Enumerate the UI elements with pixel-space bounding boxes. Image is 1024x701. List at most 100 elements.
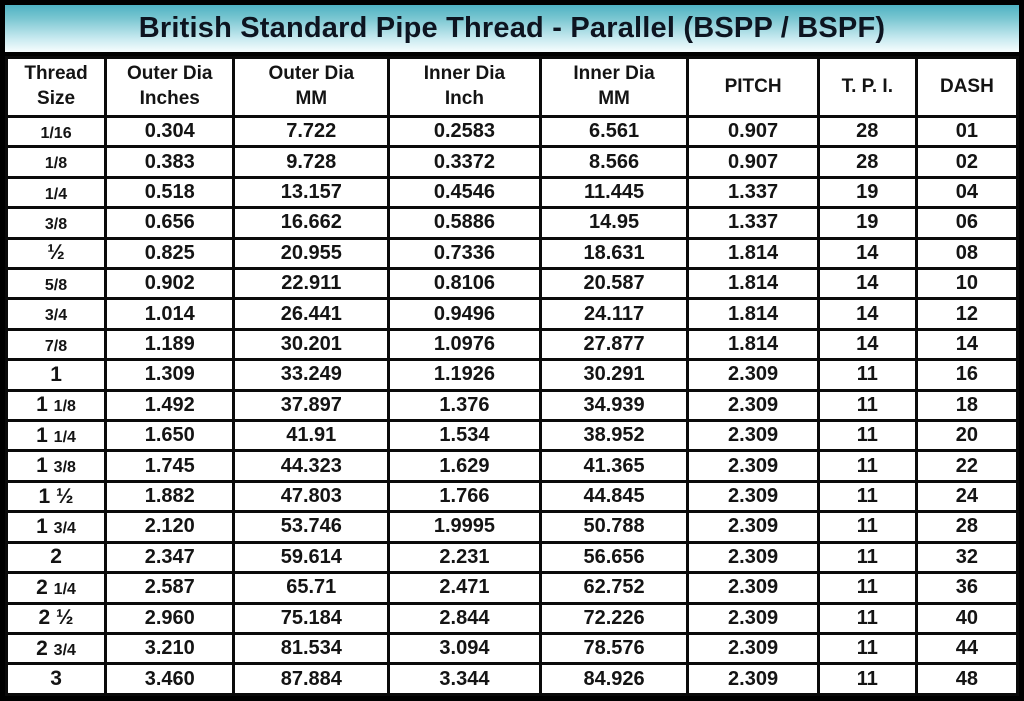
value-cell: 27.877 bbox=[538, 327, 690, 362]
value-cell: 0.825 bbox=[104, 236, 236, 271]
column-header: Outer Dia MM bbox=[232, 56, 391, 118]
value-cell: 20.955 bbox=[232, 236, 391, 271]
fraction-text: 1/4 bbox=[53, 428, 76, 446]
thread-size-cell: 3/8 bbox=[4, 206, 108, 240]
value-cell: 30.291 bbox=[538, 358, 690, 392]
value-cell: 1.629 bbox=[387, 449, 542, 483]
thread-size-cell: 2 3/4 bbox=[4, 631, 108, 666]
whole-number-text: 1 bbox=[38, 484, 51, 508]
value-cell: 1.814 bbox=[686, 327, 820, 362]
fraction-text: 3/8 bbox=[53, 459, 76, 477]
value-cell: 11 bbox=[816, 571, 918, 605]
value-cell: 3.344 bbox=[387, 662, 542, 696]
table-row: ½ 0.825 20.955 0.7336 18.631 1.814 14 08 bbox=[4, 236, 1020, 271]
value-cell: 2.309 bbox=[686, 662, 820, 696]
value-cell: 62.752 bbox=[538, 571, 690, 605]
value-cell: 0.656 bbox=[104, 206, 236, 240]
table-row: 1/8 0.383 9.728 0.3372 8.566 0.907 28 02 bbox=[4, 145, 1020, 179]
value-cell: 2.309 bbox=[686, 631, 820, 666]
value-cell: 14 bbox=[914, 327, 1020, 362]
value-cell: 11 bbox=[816, 662, 918, 696]
value-cell: 59.614 bbox=[232, 540, 391, 575]
thread-size-cell: 1 ½ bbox=[4, 479, 108, 514]
fraction-text: 3/4 bbox=[53, 641, 76, 659]
table-row: 3/8 0.656 16.662 0.5886 14.95 1.337 19 06 bbox=[4, 206, 1020, 240]
value-cell: 81.534 bbox=[232, 631, 391, 666]
fraction-text: 1/4 bbox=[44, 185, 68, 203]
value-cell: 2.309 bbox=[686, 419, 820, 453]
thread-size-cell: ½ bbox=[4, 236, 108, 271]
table-row: 2 3/4 3.210 81.534 3.094 78.576 2.309 11 44 bbox=[4, 631, 1020, 666]
value-cell: 1.9995 bbox=[387, 510, 542, 544]
value-cell: 1.337 bbox=[686, 206, 820, 240]
value-cell: 6.561 bbox=[538, 114, 690, 149]
value-cell: 2.471 bbox=[387, 571, 542, 605]
value-cell: 24 bbox=[914, 479, 1020, 514]
table-row: 1/4 0.518 13.157 0.4546 11.445 1.337 19 04 bbox=[4, 175, 1020, 210]
value-cell: 0.4546 bbox=[387, 175, 542, 210]
value-cell: 22 bbox=[914, 449, 1020, 483]
value-cell: 28 bbox=[816, 145, 918, 179]
value-cell: 11 bbox=[816, 479, 918, 514]
value-cell: 30.201 bbox=[232, 327, 391, 362]
whole-number-text: 1 bbox=[50, 362, 62, 386]
value-cell: 44 bbox=[914, 631, 1020, 666]
table-row: 5/8 0.902 22.911 0.8106 20.587 1.814 14 10 bbox=[4, 267, 1020, 301]
value-cell: 1.882 bbox=[104, 479, 236, 514]
value-cell: 2.309 bbox=[686, 510, 820, 544]
value-cell: 34.939 bbox=[538, 388, 690, 423]
value-cell: 56.656 bbox=[538, 540, 690, 575]
thread-size-cell: 1/8 bbox=[4, 145, 108, 179]
fraction-text: 5/8 bbox=[44, 276, 68, 294]
fraction-text: 3/8 bbox=[44, 215, 68, 233]
value-cell: 28 bbox=[816, 114, 918, 149]
value-cell: 2.231 bbox=[387, 540, 542, 575]
column-header: Inner Dia Inch bbox=[387, 56, 542, 118]
fraction-text: 1/16 bbox=[40, 124, 72, 142]
value-cell: 1.492 bbox=[104, 388, 236, 423]
value-cell: 41.91 bbox=[232, 419, 391, 453]
column-header: Thread Size bbox=[4, 56, 108, 118]
thread-size-cell: 1 3/4 bbox=[4, 510, 108, 544]
value-cell: 12 bbox=[914, 297, 1020, 331]
value-cell: 37.897 bbox=[232, 388, 391, 423]
whole-number-text: 1 bbox=[36, 454, 48, 478]
value-cell: 11 bbox=[816, 601, 918, 635]
value-cell: 02 bbox=[914, 145, 1020, 179]
thread-size-cell: 3/4 bbox=[4, 297, 108, 331]
value-cell: 11 bbox=[816, 540, 918, 575]
value-cell: 2.309 bbox=[686, 479, 820, 514]
value-cell: 1.814 bbox=[686, 236, 820, 271]
value-cell: 10 bbox=[914, 267, 1020, 301]
page-title: British Standard Pipe Thread - Parallel … bbox=[138, 12, 886, 44]
thread-size-cell: 1/4 bbox=[4, 175, 108, 210]
table-row: 2 1/4 2.587 65.71 2.471 62.752 2.309 11 36 bbox=[4, 571, 1020, 605]
value-cell: 3.210 bbox=[104, 631, 236, 666]
value-cell: 3.094 bbox=[387, 631, 542, 666]
value-cell: 1.745 bbox=[104, 449, 236, 483]
thread-size-cell: 3 bbox=[4, 662, 108, 696]
whole-number-text: 2 bbox=[36, 636, 48, 660]
whole-number-text: 1 bbox=[36, 514, 48, 538]
value-cell: 0.2583 bbox=[387, 114, 542, 149]
value-cell: 18 bbox=[914, 388, 1020, 423]
value-cell: 9.728 bbox=[232, 145, 391, 179]
whole-number-text: ½ bbox=[47, 241, 65, 265]
whole-number-text: 1 bbox=[36, 393, 48, 417]
value-cell: 1.189 bbox=[104, 327, 236, 362]
thread-size-cell: 1 1/4 bbox=[4, 419, 108, 453]
thread-size-cell: 2 ½ bbox=[4, 601, 108, 635]
value-cell: 41.365 bbox=[538, 449, 690, 483]
value-cell: 0.902 bbox=[104, 267, 236, 301]
value-cell: 7.722 bbox=[232, 114, 391, 149]
value-cell: 01 bbox=[914, 114, 1020, 149]
thread-size-cell: 1 3/8 bbox=[4, 449, 108, 483]
table-row: 1 3/8 1.745 44.323 1.629 41.365 2.309 11 22 bbox=[4, 449, 1020, 483]
value-cell: 2.120 bbox=[104, 510, 236, 544]
thread-size-cell: 7/8 bbox=[4, 327, 108, 362]
value-cell: 2.309 bbox=[686, 540, 820, 575]
value-cell: 1.1926 bbox=[387, 358, 542, 392]
value-cell: 14 bbox=[816, 327, 918, 362]
value-cell: 13.157 bbox=[232, 175, 391, 210]
table-row: 1 3/4 2.120 53.746 1.9995 50.788 2.309 11 28 bbox=[4, 510, 1020, 544]
